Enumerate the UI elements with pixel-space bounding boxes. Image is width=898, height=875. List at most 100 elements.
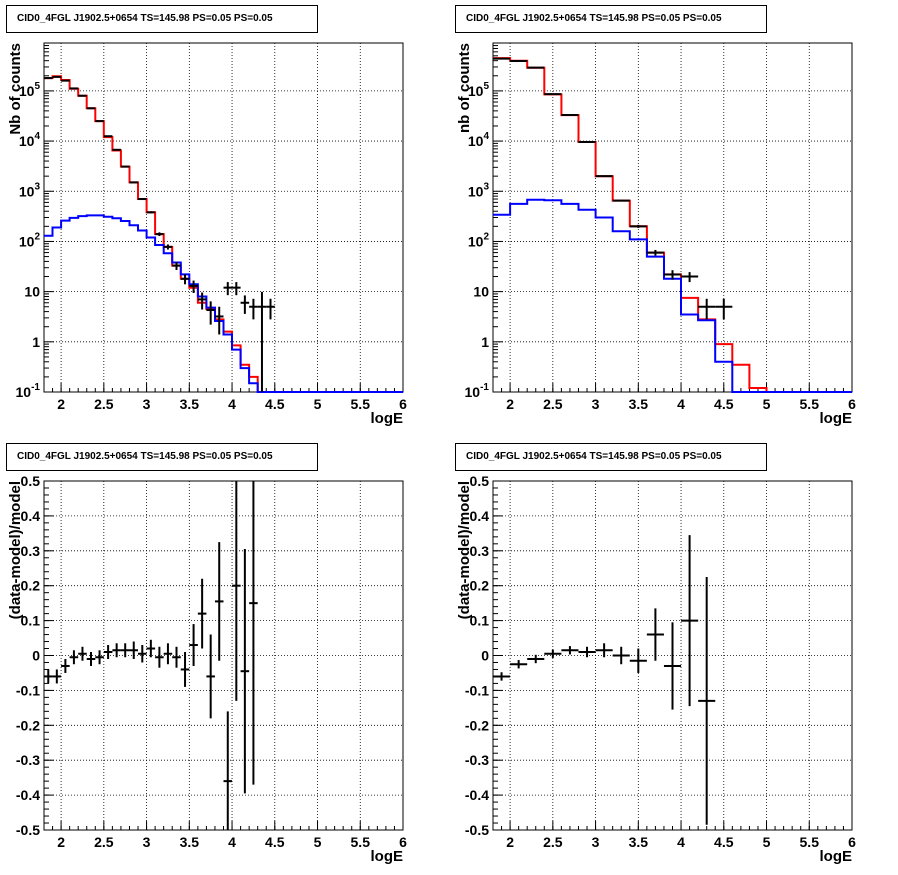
data-point	[120, 165, 130, 168]
x-axis-label: logE	[371, 848, 404, 865]
data-point	[544, 649, 562, 658]
data-point	[86, 652, 96, 666]
y-tick-label: 103	[19, 181, 41, 199]
data-point	[129, 181, 139, 184]
data-point	[232, 282, 241, 296]
x-tick-label: 5.5	[800, 396, 820, 412]
data-point	[646, 249, 664, 256]
data-point	[44, 669, 53, 684]
y-tick-label: 0.4	[470, 508, 490, 524]
data-point	[681, 535, 699, 707]
x-tick-label: 3.5	[629, 834, 649, 850]
x-tick-label: 5.5	[351, 834, 371, 850]
x-tick-label: 2.5	[543, 396, 563, 412]
data-point	[223, 282, 233, 296]
data-point	[663, 622, 682, 710]
data-point	[249, 481, 258, 785]
data-point	[240, 549, 250, 794]
data-point	[232, 481, 241, 701]
y-tick-label: 105	[468, 81, 490, 99]
x-tick-label: 3.5	[180, 834, 200, 850]
x-tick-label: 4	[677, 396, 685, 412]
y-tick-label: 0.2	[470, 578, 490, 594]
data-point	[206, 634, 215, 719]
x-tick-label: 5	[314, 396, 322, 412]
y-tick-label: 105	[19, 81, 41, 99]
data-point	[163, 643, 173, 665]
data-point	[103, 645, 113, 659]
data-point	[69, 650, 79, 665]
data-point	[266, 298, 275, 320]
series-2-line	[44, 214, 403, 393]
x-axis-label: logE	[371, 410, 404, 427]
data-point	[681, 272, 699, 283]
x-tick-label: 6	[399, 834, 407, 850]
y-axis-label: nb of counts	[456, 43, 473, 133]
data-point	[95, 650, 104, 665]
data-point	[698, 576, 716, 825]
data-point	[78, 646, 87, 661]
y-tick-label: 10-1	[16, 382, 41, 400]
y-tick-label: -0.1	[16, 682, 40, 698]
data-point	[138, 198, 147, 201]
x-tick-label: 2	[57, 834, 65, 850]
y-tick-label: -0.4	[16, 787, 40, 803]
y-tick-label: 0.5	[21, 473, 41, 489]
data-point	[629, 224, 647, 228]
panel-3-title: CID0_4FGL J1902.5+0654 TS=145.98 PS=0.05…	[6, 443, 318, 471]
data-point	[155, 646, 164, 668]
panel-1: 2 2.5 3 3.5 4 4.5 5 5.5 6 10-1 1 10 102 103 104 105 logE…	[7, 42, 407, 427]
x-tick-label: 3	[592, 834, 600, 850]
y-tick-label: -0.2	[465, 717, 489, 733]
x-tick-label: 5	[763, 396, 771, 412]
x-tick-label: 2	[57, 396, 65, 412]
x-tick-label: 4.5	[265, 834, 285, 850]
data-point	[527, 654, 545, 664]
data-point	[698, 298, 716, 320]
y-tick-label: -0.3	[465, 752, 489, 768]
y-tick-label: -0.3	[16, 752, 40, 768]
y-tick-label: 0.3	[470, 543, 490, 559]
y-tick-label: 0.2	[21, 578, 41, 594]
data-point	[180, 274, 190, 285]
y-axis-label: Nb of counts	[7, 43, 24, 135]
data-point	[257, 291, 267, 392]
data-point	[249, 298, 258, 320]
y-tick-label: 0.1	[470, 613, 490, 629]
data-point	[578, 646, 596, 658]
data-point	[214, 306, 224, 335]
plot-frame	[43, 480, 404, 831]
y-tick-label: 0.1	[21, 613, 41, 629]
plot-frame	[43, 42, 404, 393]
x-tick-label: 2.5	[94, 396, 114, 412]
y-tick-label: 102	[468, 231, 490, 249]
data-point	[120, 643, 130, 658]
data-point	[595, 175, 613, 178]
x-tick-label: 3.5	[180, 396, 200, 412]
data-point	[612, 199, 630, 202]
x-tick-label: 6	[848, 396, 856, 412]
x-tick-label: 2.5	[94, 834, 114, 850]
data-point	[493, 672, 511, 681]
x-tick-label: 6	[848, 834, 856, 850]
data-point	[180, 652, 190, 687]
x-tick-label: 4.5	[714, 396, 734, 412]
x-tick-label: 3.5	[629, 396, 649, 412]
data-point	[223, 711, 233, 830]
x-tick-label: 5.5	[351, 396, 371, 412]
panel-4-title: CID0_4FGL J1902.5+0654 TS=145.98 PS=0.05…	[455, 443, 767, 471]
data-point	[646, 608, 664, 661]
y-tick-label: -0.4	[465, 787, 489, 803]
x-tick-label: 3	[143, 396, 151, 412]
data-point	[214, 542, 224, 661]
x-tick-label: 5.5	[800, 834, 820, 850]
x-tick-label: 4.5	[714, 834, 734, 850]
y-tick-label: 1	[481, 334, 489, 350]
series-2-line	[493, 198, 852, 393]
y-axis-label: (data-model)/model	[456, 481, 473, 619]
y-tick-label: 0	[32, 648, 40, 664]
panel-2-title: CID0_4FGL J1902.5+0654 TS=145.98 PS=0.05…	[455, 5, 767, 33]
data-point	[138, 645, 147, 663]
x-axis-label: logE	[820, 848, 853, 865]
y-tick-label: -0.5	[465, 822, 489, 838]
